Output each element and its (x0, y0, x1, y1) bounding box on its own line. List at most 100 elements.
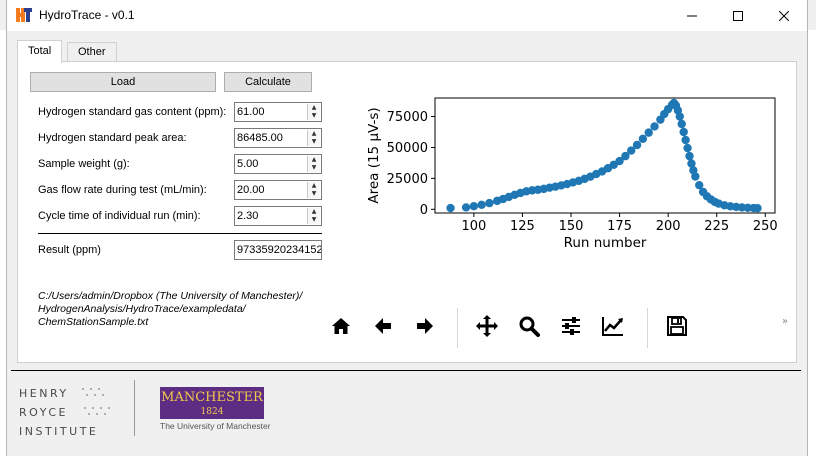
back-arrow-icon (375, 318, 391, 334)
home-button[interactable] (327, 312, 355, 340)
area-chart[interactable]: 100 125 150 175 200 225 250 0 25000 50000 75000 Run… (338, 82, 778, 282)
data-point (446, 203, 455, 213)
sample-weight-input[interactable]: 5.00 ▲ ▼ (234, 154, 322, 174)
maximize-button[interactable] (715, 0, 761, 31)
manchester-logo: MANCHESTER 1824 (160, 387, 264, 419)
data-point (477, 200, 486, 210)
data-point (644, 128, 653, 137)
file-path-line: ChemStationSample.txt (38, 316, 149, 328)
peak-area-value: 86485.00 (237, 132, 283, 144)
file-path: C:/Users/admin/Dropbox (The University o… (38, 290, 302, 329)
data-point (627, 146, 636, 155)
subplots-icon (562, 317, 580, 335)
flow-rate-value: 20.00 (237, 184, 265, 196)
gas-content-input[interactable]: 61.00 ▲ ▼ (234, 102, 322, 122)
spin-up-icon[interactable]: ▲ (311, 208, 317, 215)
manchester-wordmark: MANCHESTER (161, 390, 263, 405)
gas-content-value: 61.00 (237, 106, 265, 118)
close-icon (779, 10, 789, 21)
sample-weight-value: 5.00 (237, 158, 259, 170)
configure-subplots-button[interactable] (557, 312, 585, 340)
title-bar: HydroTrace - v0.1 (7, 0, 807, 31)
logo-divider (134, 380, 135, 436)
sample-weight-stepper[interactable]: ▲ ▼ (307, 156, 320, 172)
x-tick-label: 250 (753, 219, 778, 234)
pan-button[interactable] (473, 312, 501, 340)
logo-text: HENRY (19, 387, 69, 400)
data-point (683, 143, 692, 153)
cycle-time-stepper[interactable]: ▲ ▼ (307, 208, 320, 224)
data-point (681, 135, 690, 145)
spin-down-icon[interactable]: ▼ (311, 164, 317, 171)
henry-royce-dots-icon (82, 388, 110, 415)
form-divider (38, 233, 322, 234)
edit-axis-button[interactable] (599, 312, 627, 340)
logo-text: INSTITUTE (19, 425, 99, 438)
data-point (461, 203, 471, 212)
load-button[interactable]: Load (30, 72, 216, 92)
x-tick-label: 175 (607, 219, 632, 234)
flow-rate-label: Gas flow rate during test (mL/min): (38, 184, 207, 196)
tab-other[interactable]: Other (67, 42, 117, 62)
zoom-button[interactable] (515, 312, 543, 340)
data-point (485, 198, 494, 208)
data-point (469, 201, 479, 211)
total-tab-panel: Load Calculate Hydrogen standard gas con… (17, 61, 797, 363)
result-field[interactable]: 97335920234152 (234, 240, 322, 260)
forward-arrow-icon (417, 318, 433, 334)
henry-royce-institute-logo: HENRY ROYCE INSTITUTE (19, 384, 98, 441)
x-tick-label: 225 (704, 219, 729, 234)
peak-area-label: Hydrogen standard peak area: (38, 132, 187, 144)
x-tick-label: 100 (461, 219, 486, 234)
spin-up-icon[interactable]: ▲ (311, 182, 317, 189)
y-tick-label: 25000 (387, 172, 428, 187)
spin-up-icon[interactable]: ▲ (311, 130, 317, 137)
gas-content-stepper[interactable]: ▲ ▼ (307, 104, 320, 120)
x-axis-label: Run number (564, 235, 647, 251)
y-axis-label: Area (15 µV-s) (366, 107, 382, 203)
file-path-line: C:/Users/admin/Dropbox (The University o… (38, 290, 303, 302)
peak-area-stepper[interactable]: ▲ ▼ (307, 130, 320, 146)
window-title: HydroTrace - v0.1 (39, 8, 135, 22)
cycle-time-value: 2.30 (237, 210, 259, 222)
data-point (691, 172, 700, 181)
sample-weight-label: Sample weight (g): (38, 158, 130, 170)
spin-down-icon[interactable]: ▼ (311, 112, 317, 119)
hydrotrace-logo-icon (16, 8, 32, 22)
toolbar-separator (457, 308, 458, 348)
data-point (679, 127, 688, 137)
data-point (753, 203, 762, 213)
x-tick-label: 150 (559, 219, 584, 234)
flow-rate-input[interactable]: 20.00 ▲ ▼ (234, 180, 322, 200)
y-tick-label: 0 (420, 203, 428, 218)
data-point (621, 151, 630, 161)
manchester-year: 1824 (200, 407, 224, 417)
back-button[interactable] (369, 312, 397, 340)
pan-icon (476, 315, 498, 337)
manchester-subtitle: The University of Manchester (160, 421, 271, 431)
spin-down-icon[interactable]: ▼ (311, 190, 317, 197)
home-icon (332, 318, 350, 334)
tab-total[interactable]: Total (17, 40, 63, 63)
minimize-button[interactable] (669, 0, 715, 31)
close-button[interactable] (761, 0, 807, 31)
data-point (615, 156, 624, 166)
toolbar-separator (647, 308, 648, 348)
peak-area-input[interactable]: 86485.00 ▲ ▼ (234, 128, 322, 148)
toolbar-overflow-button[interactable]: » (782, 316, 789, 327)
background-window-edge-left (0, 30, 6, 456)
edit-axis-icon (602, 317, 623, 336)
save-icon (667, 316, 687, 336)
data-point (687, 159, 696, 168)
spin-down-icon[interactable]: ▼ (311, 216, 317, 223)
forward-button[interactable] (411, 312, 439, 340)
data-point (695, 180, 704, 190)
save-figure-button[interactable] (663, 312, 691, 340)
spin-down-icon[interactable]: ▼ (311, 138, 317, 145)
gas-content-label: Hydrogen standard gas content (ppm): (38, 106, 227, 118)
spin-up-icon[interactable]: ▲ (311, 104, 317, 111)
spin-up-icon[interactable]: ▲ (311, 156, 317, 163)
calculate-button[interactable]: Calculate (224, 72, 312, 92)
flow-rate-stepper[interactable]: ▲ ▼ (307, 182, 320, 198)
cycle-time-input[interactable]: 2.30 ▲ ▼ (234, 206, 322, 226)
